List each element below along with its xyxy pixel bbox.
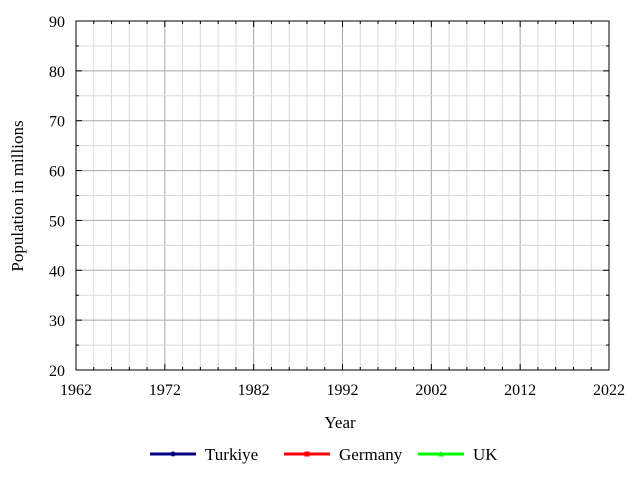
y-tick-label: 70 [49, 114, 65, 131]
x-tick-label: 1972 [149, 382, 181, 399]
y-tick-label: 60 [49, 164, 65, 181]
x-tick-label: 2022 [593, 382, 625, 399]
axis-ticks [75, 20, 610, 371]
x-tick-label: 1982 [238, 382, 270, 399]
y-tick-label: 20 [49, 363, 65, 380]
y-tick-label: 80 [49, 64, 65, 81]
legend-label: Turkiye [205, 445, 258, 464]
y-tick-label: 30 [49, 313, 65, 330]
legend-label: UK [473, 445, 498, 464]
x-tick-label: 2002 [415, 382, 447, 399]
x-axis-title: Year [324, 413, 356, 432]
legend-label: Germany [339, 445, 403, 464]
y-axis-title: Population in millions [8, 120, 27, 271]
legend-item: UK [418, 445, 498, 464]
y-tick-label: 40 [49, 263, 65, 280]
legend-marker [170, 451, 176, 457]
legend-item: Turkiye [150, 445, 258, 464]
legend-marker [438, 451, 444, 457]
legend: Turkiye Germany UK [150, 445, 498, 464]
x-tick-label: 2012 [504, 382, 536, 399]
legend-marker [304, 451, 310, 457]
y-tick-label: 50 [49, 213, 65, 230]
x-tick-label: 1992 [327, 382, 359, 399]
grid [75, 20, 610, 371]
tick-labels: 1962 1972 1982 1992 2002 2012 2022 20 30 40 50 60 70… [49, 14, 625, 399]
x-tick-label: 1962 [60, 382, 92, 399]
y-tick-label: 90 [49, 14, 65, 31]
legend-item: Germany [284, 445, 403, 464]
